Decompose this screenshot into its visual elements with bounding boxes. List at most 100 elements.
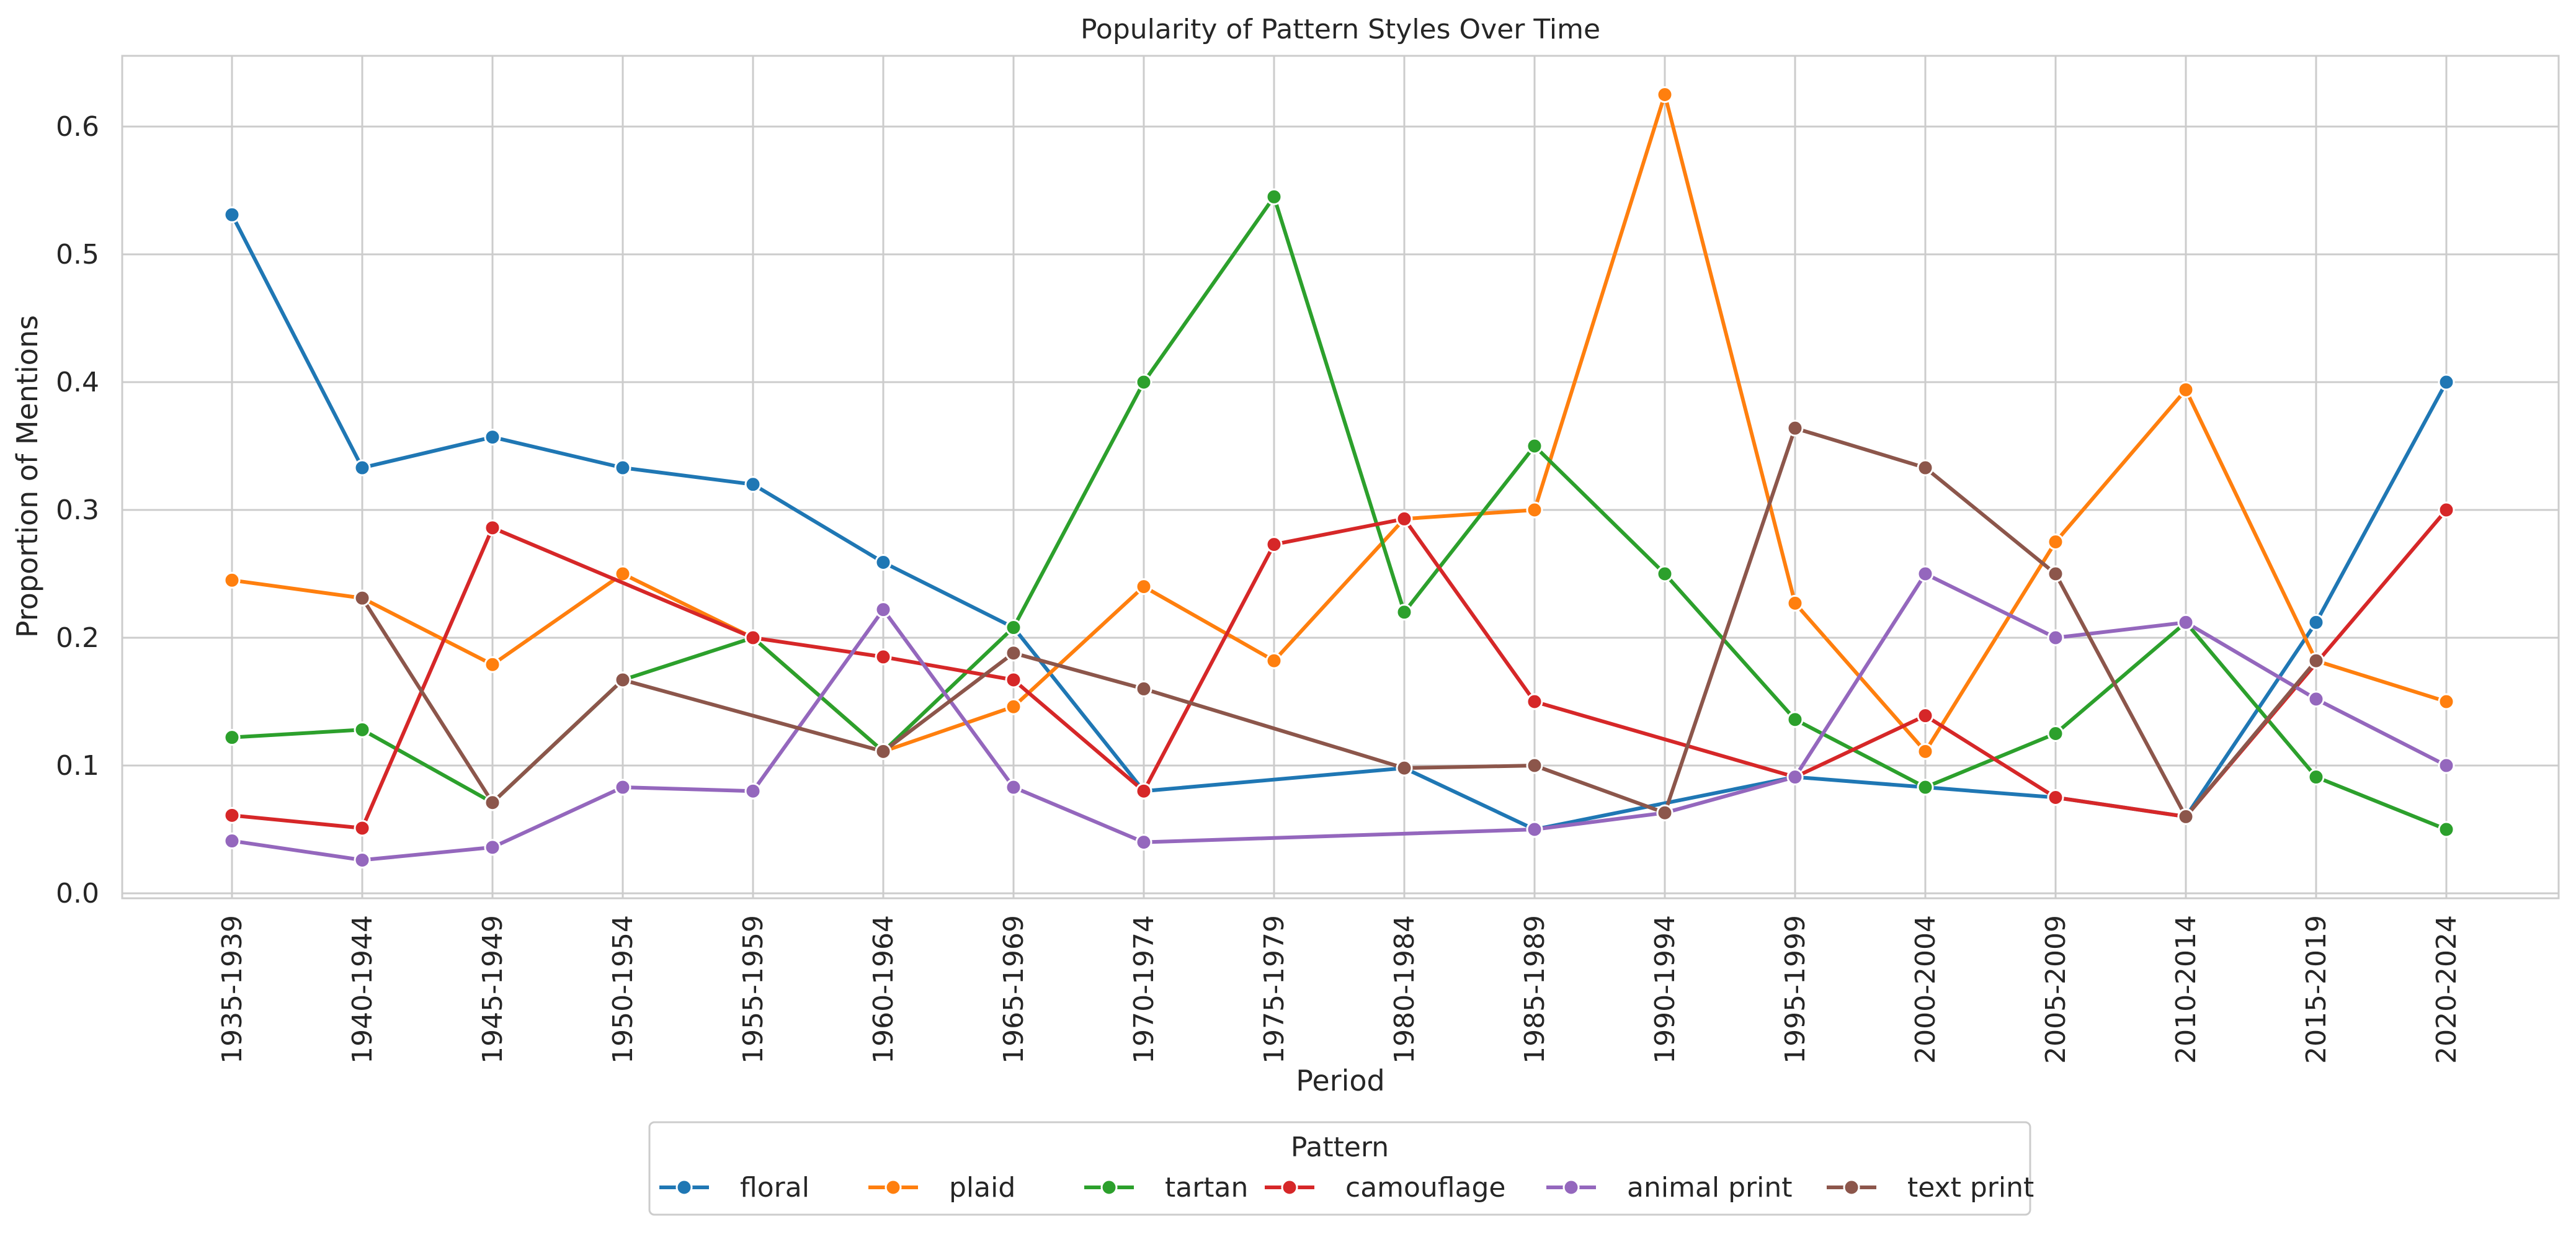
plot-frame xyxy=(121,55,2560,900)
data-point xyxy=(2438,693,2455,710)
data-point xyxy=(2438,501,2455,519)
data-point xyxy=(614,671,631,689)
y-tick-label: 0.2 xyxy=(56,622,99,654)
x-tick-label: 1995-1999 xyxy=(1780,915,1811,1064)
data-point xyxy=(2177,808,2195,825)
data-point xyxy=(1135,680,1152,697)
legend-item: animal print xyxy=(1546,1172,1793,1204)
data-point xyxy=(1396,510,1413,527)
data-point xyxy=(484,839,501,856)
legend-item: text print xyxy=(1827,1172,2034,1204)
series-layer xyxy=(223,86,2455,869)
data-point xyxy=(2307,690,2325,708)
data-point xyxy=(223,729,241,746)
x-axis-label: Period xyxy=(1296,1064,1384,1097)
data-point xyxy=(2177,614,2195,631)
y-tick-label: 0.5 xyxy=(56,239,99,270)
data-point xyxy=(354,721,371,738)
legend-box xyxy=(648,1121,2031,1216)
data-point xyxy=(614,779,631,796)
data-point xyxy=(1005,619,1022,636)
legend-item: plaid xyxy=(868,1172,1015,1204)
data-point xyxy=(354,819,371,837)
data-point xyxy=(484,794,501,811)
legend-swatch-marker xyxy=(1281,1179,1298,1196)
legend-label: floral xyxy=(740,1172,809,1204)
x-tick-label: 1950-1954 xyxy=(607,915,639,1064)
data-point xyxy=(1526,821,1543,838)
data-point xyxy=(354,459,371,476)
data-point xyxy=(1265,652,1283,669)
data-point xyxy=(1656,86,1674,103)
legend-item: camouflage xyxy=(1265,1172,1506,1204)
data-point xyxy=(875,553,892,571)
y-tick-label: 0.0 xyxy=(56,878,99,909)
data-point xyxy=(223,806,241,824)
data-point xyxy=(1526,501,1543,519)
data-point xyxy=(875,601,892,618)
data-point xyxy=(875,743,892,760)
data-point xyxy=(1396,604,1413,621)
data-point xyxy=(2438,757,2455,774)
x-tick-label: 1940-1944 xyxy=(347,915,378,1064)
data-point xyxy=(2307,614,2325,631)
x-tick-label: 2020-2024 xyxy=(2431,915,2462,1064)
legend-swatch-marker xyxy=(675,1179,693,1196)
data-point xyxy=(1005,645,1022,662)
y-axis-label: Proportion of Mentions xyxy=(11,315,44,638)
legend-item: floral xyxy=(659,1172,809,1204)
x-tick-label: 1985-1989 xyxy=(1519,915,1551,1064)
data-point xyxy=(1396,759,1413,777)
data-point xyxy=(1526,693,1543,710)
series-line xyxy=(230,572,2448,862)
data-point xyxy=(1917,743,1934,760)
data-point xyxy=(2307,652,2325,669)
data-point xyxy=(354,851,371,869)
legend-swatch-marker xyxy=(1100,1179,1118,1196)
legend-label: text print xyxy=(1907,1172,2034,1204)
data-point xyxy=(1526,757,1543,774)
data-point xyxy=(1135,834,1152,851)
data-point xyxy=(1917,779,1934,796)
data-point xyxy=(1917,707,1934,725)
y-axis-ticks: 0.0 0.1 0.2 0.3 0.4 0.5 0.6 xyxy=(56,111,99,909)
data-point xyxy=(1005,698,1022,715)
data-point xyxy=(2177,381,2195,398)
legend-label: camouflage xyxy=(1345,1172,1506,1204)
y-tick-label: 0.6 xyxy=(56,111,99,143)
legend-label: animal print xyxy=(1627,1172,1793,1204)
legend-label: tartan xyxy=(1165,1172,1248,1204)
data-point xyxy=(223,571,241,589)
data-point xyxy=(1786,711,1804,728)
data-point xyxy=(2047,629,2064,646)
data-point xyxy=(875,648,892,666)
data-point xyxy=(1265,536,1283,553)
data-point xyxy=(1656,565,1674,583)
legend-swatch-marker xyxy=(1843,1179,1860,1196)
data-point xyxy=(1135,578,1152,596)
data-point xyxy=(2047,534,2064,550)
series-line xyxy=(230,92,2448,754)
data-point xyxy=(223,206,241,223)
x-axis-ticks: 1935-1939 1940-1944 1945-1949 1950-1954 1955… xyxy=(216,915,2462,1064)
data-point xyxy=(744,629,762,646)
data-point xyxy=(2047,565,2064,583)
data-point xyxy=(1005,779,1022,796)
data-point xyxy=(484,519,501,537)
data-point xyxy=(2047,789,2064,806)
legend-title: Pattern xyxy=(1291,1132,1389,1163)
x-tick-label: 2010-2014 xyxy=(2170,915,2202,1064)
data-point xyxy=(1005,671,1022,689)
x-tick-label: 1975-1979 xyxy=(1259,915,1290,1064)
legend: Pattern floral plaid tartan camouflage anima… xyxy=(648,1121,2034,1216)
x-tick-label: 1990-1994 xyxy=(1649,915,1681,1064)
data-point xyxy=(614,459,631,476)
data-point xyxy=(2438,821,2455,838)
data-point xyxy=(1526,437,1543,455)
x-tick-label: 2000-2004 xyxy=(1910,915,1941,1064)
data-point xyxy=(2438,373,2455,391)
data-point xyxy=(1135,782,1152,800)
data-point xyxy=(1786,419,1804,437)
